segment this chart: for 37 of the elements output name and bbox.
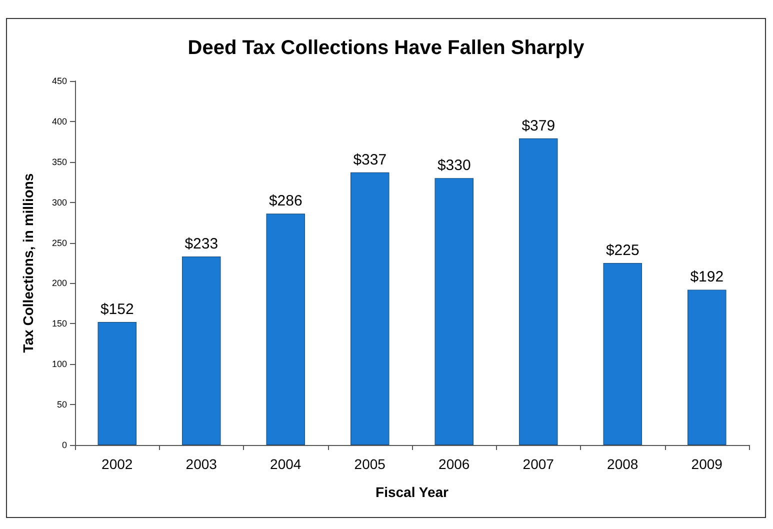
bar	[688, 290, 726, 445]
y-axis-title: Tax Collections, in millions	[20, 173, 36, 353]
data-label: $192	[690, 268, 724, 286]
y-tick-label: 400	[52, 116, 67, 126]
bar	[182, 256, 221, 445]
x-tick-label: 2006	[438, 456, 470, 472]
x-axis-title: Fiscal Year	[376, 484, 450, 500]
y-tick-label: 250	[52, 238, 67, 248]
bar	[266, 214, 306, 445]
x-tick-label: 2005	[354, 456, 386, 472]
bar	[603, 263, 642, 445]
y-tick-label: 450	[52, 76, 67, 86]
bar	[519, 138, 558, 445]
data-label: $286	[268, 192, 302, 210]
data-label: $233	[184, 236, 218, 253]
y-tick-label: 200	[52, 278, 67, 288]
data-label: $225	[606, 242, 640, 259]
data-label: $337	[353, 151, 387, 168]
x-tick-label: 2009	[691, 456, 723, 472]
data-label: $152	[100, 301, 134, 318]
data-label: $330	[437, 157, 471, 174]
bar	[98, 322, 136, 445]
x-tick-label: 2004	[270, 456, 302, 472]
y-tick-label: 100	[52, 359, 67, 370]
x-tick-label: 2002	[102, 456, 133, 472]
y-tick-label: 50	[56, 400, 67, 410]
bar	[350, 172, 390, 445]
x-tick-label: 2007	[522, 456, 554, 472]
data-label: $379	[522, 117, 556, 134]
x-tick-label: 2008	[607, 456, 638, 472]
y-tick-label: 150	[52, 318, 67, 329]
y-tick-label: 350	[52, 156, 67, 167]
chart-title: Deed Tax Collections Have Fallen Sharply	[188, 37, 586, 59]
y-tick-label: 300	[52, 197, 67, 208]
bar	[434, 178, 474, 445]
x-tick-label: 2003	[186, 456, 218, 472]
y-tick-label: 0	[62, 440, 67, 450]
